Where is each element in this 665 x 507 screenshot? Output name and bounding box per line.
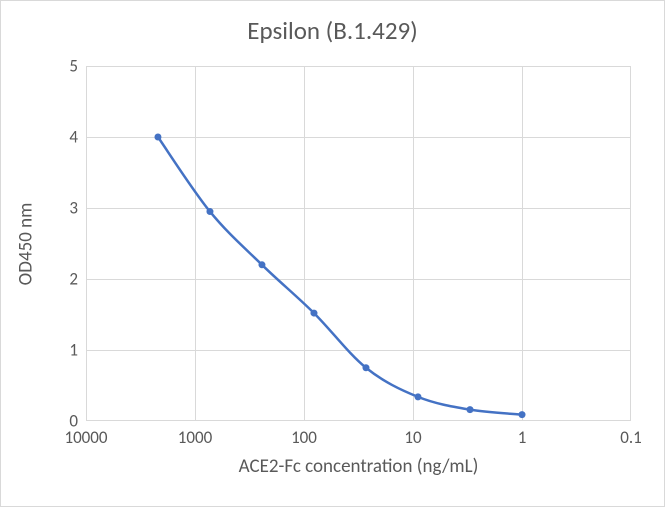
- chart-title: Epsilon (B.1.429): [1, 15, 664, 46]
- x-axis-label: ACE2-Fc concentration (ng/mL): [86, 455, 631, 478]
- series-line: [158, 137, 522, 415]
- y-axis-label: OD450 nm: [15, 202, 38, 285]
- data-point-marker: [258, 261, 265, 268]
- data-point-marker: [519, 411, 526, 418]
- data-point-marker: [206, 208, 213, 215]
- chart-frame: Epsilon (B.1.429) 0123451000010001001010…: [0, 0, 665, 507]
- y-tick-label: 1: [28, 340, 86, 361]
- x-tick-label: 10000: [64, 421, 107, 448]
- plot-area: 0123451000010001001010.1: [86, 66, 631, 421]
- data-point-marker: [310, 310, 317, 317]
- x-tick-label: 1: [518, 421, 527, 448]
- data-point-marker: [154, 134, 161, 141]
- x-tick-label: 1000: [178, 421, 212, 448]
- x-tick-label: 0.1: [620, 421, 642, 448]
- x-tick-label: 10: [404, 421, 421, 448]
- data-point-marker: [414, 393, 421, 400]
- data-point-marker: [466, 406, 473, 413]
- x-tick-label: 100: [291, 421, 317, 448]
- y-tick-label: 4: [28, 127, 86, 148]
- plot-svg: [86, 66, 631, 421]
- data-point-marker: [362, 364, 369, 371]
- y-tick-label: 5: [28, 56, 86, 77]
